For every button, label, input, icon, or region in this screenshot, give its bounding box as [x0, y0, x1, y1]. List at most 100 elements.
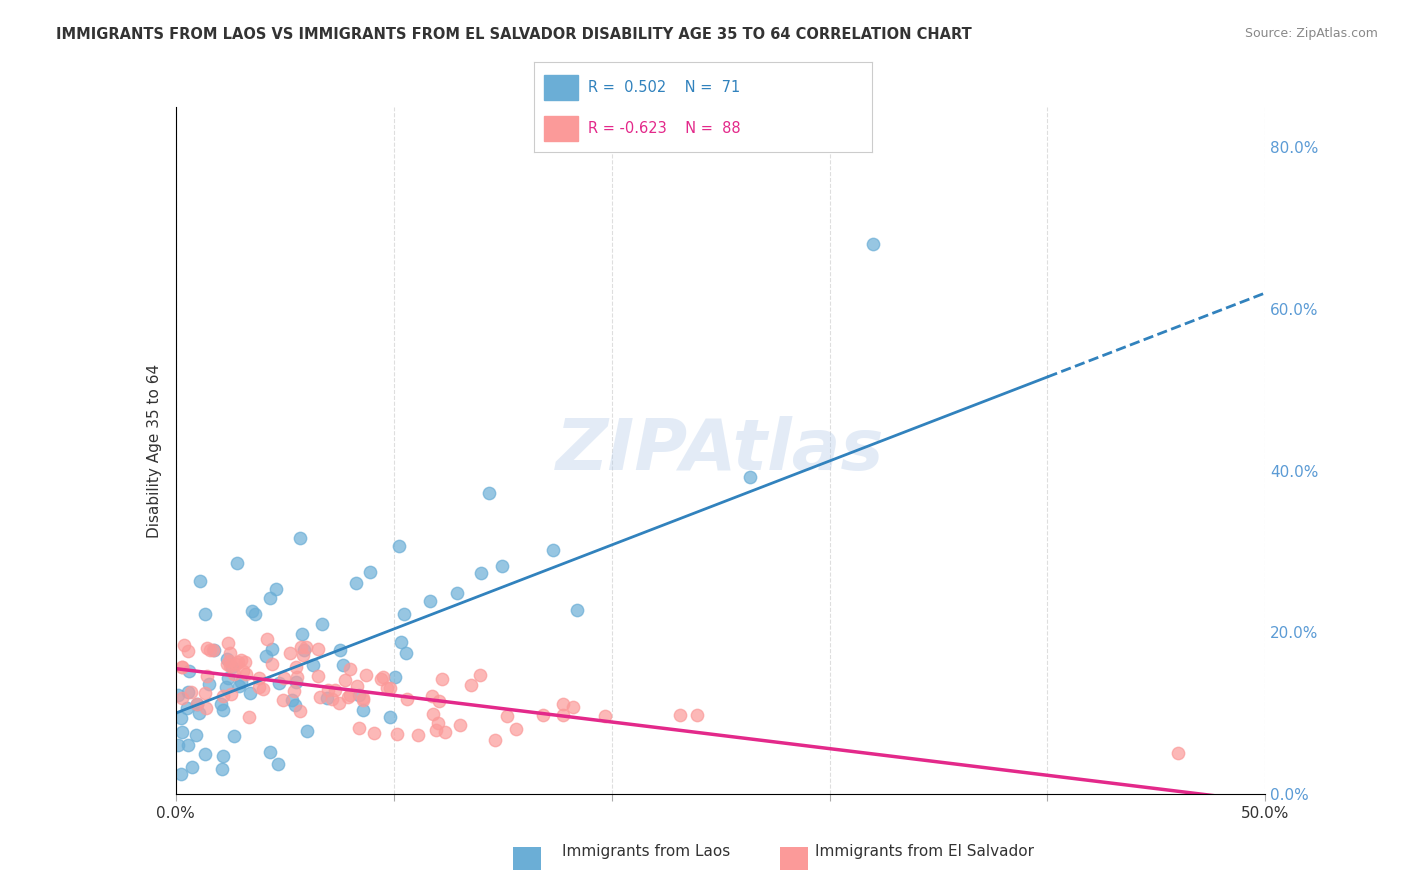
Point	[226, 655, 249, 669]
Point	[420, 689, 443, 703]
Point	[344, 575, 367, 590]
Point	[347, 722, 370, 736]
Point	[264, 582, 287, 596]
Point	[295, 640, 318, 654]
Point	[180, 760, 202, 774]
Point	[389, 635, 412, 649]
Point	[307, 669, 329, 683]
Y-axis label: Disability Age 35 to 64: Disability Age 35 to 64	[146, 363, 162, 538]
Point	[228, 679, 250, 693]
Point	[531, 708, 554, 723]
Point	[209, 697, 232, 711]
Point	[195, 669, 218, 683]
Point	[433, 725, 456, 739]
Point	[225, 657, 247, 671]
Point	[427, 693, 450, 707]
Point	[394, 607, 416, 622]
Point	[470, 668, 492, 682]
Point	[176, 700, 198, 714]
Point	[239, 686, 262, 700]
Point	[363, 725, 385, 739]
Point	[427, 716, 450, 731]
Point	[219, 658, 242, 673]
Text: Immigrants from El Salvador: Immigrants from El Salvador	[815, 845, 1035, 859]
Point	[460, 678, 482, 692]
Point	[256, 632, 278, 647]
Text: R =  0.502    N =  71: R = 0.502 N = 71	[588, 80, 741, 95]
Point	[339, 688, 361, 702]
Point	[294, 642, 316, 657]
Point	[565, 603, 588, 617]
Point	[186, 697, 208, 711]
Text: R = -0.623    N =  88: R = -0.623 N = 88	[588, 121, 741, 136]
Point	[346, 679, 368, 693]
Bar	[544, 75, 578, 100]
Point	[307, 642, 329, 657]
Point	[395, 692, 418, 706]
Point	[273, 672, 295, 686]
Point	[339, 661, 361, 675]
Point	[562, 700, 585, 714]
Point	[388, 539, 411, 553]
Point	[170, 711, 193, 725]
Point	[352, 702, 374, 716]
Point	[378, 709, 401, 723]
Point	[551, 708, 574, 723]
Point	[215, 680, 238, 694]
Point	[259, 746, 281, 760]
Point	[484, 732, 506, 747]
Point	[302, 658, 325, 673]
Point	[186, 697, 208, 711]
Point	[198, 643, 221, 657]
Point	[218, 655, 240, 669]
Point	[225, 556, 247, 570]
Point	[491, 559, 513, 574]
Point	[496, 709, 519, 723]
Point	[478, 486, 501, 500]
Point	[295, 723, 318, 738]
Point	[211, 762, 233, 776]
Point	[240, 604, 263, 618]
Point	[194, 686, 217, 700]
Point	[371, 670, 394, 684]
Point	[285, 670, 308, 684]
Point	[262, 641, 284, 656]
Point	[290, 704, 312, 718]
Point	[278, 647, 301, 661]
Point	[180, 685, 202, 699]
Text: IMMIGRANTS FROM LAOS VS IMMIGRANTS FROM EL SALVADOR DISABILITY AGE 35 TO 64 CORR: IMMIGRANTS FROM LAOS VS IMMIGRANTS FROM …	[56, 27, 972, 42]
Point	[862, 237, 884, 252]
Point	[422, 707, 444, 722]
Point	[221, 660, 243, 674]
Point	[247, 672, 270, 686]
Point	[167, 738, 190, 752]
Point	[430, 672, 453, 686]
Point	[308, 690, 330, 704]
Point	[188, 574, 211, 589]
Point	[195, 640, 218, 655]
Point	[177, 644, 200, 658]
Point	[215, 657, 238, 671]
Point	[281, 692, 304, 706]
Point	[229, 653, 252, 667]
Point	[316, 683, 339, 698]
Point	[252, 681, 274, 696]
Point	[219, 646, 242, 660]
Point	[380, 681, 402, 695]
Point	[238, 710, 260, 724]
Point	[384, 670, 406, 684]
Point	[541, 542, 564, 557]
Point	[211, 703, 233, 717]
Point	[167, 689, 190, 703]
Point	[217, 652, 239, 666]
Text: ZIPAtlas: ZIPAtlas	[557, 416, 884, 485]
Point	[395, 646, 418, 660]
Text: Immigrants from Laos: Immigrants from Laos	[562, 845, 731, 859]
Point	[170, 767, 193, 781]
Point	[254, 648, 277, 663]
Point	[377, 681, 399, 695]
Point	[470, 566, 492, 581]
Point	[172, 659, 194, 673]
Point	[177, 684, 200, 698]
Point	[195, 701, 218, 715]
